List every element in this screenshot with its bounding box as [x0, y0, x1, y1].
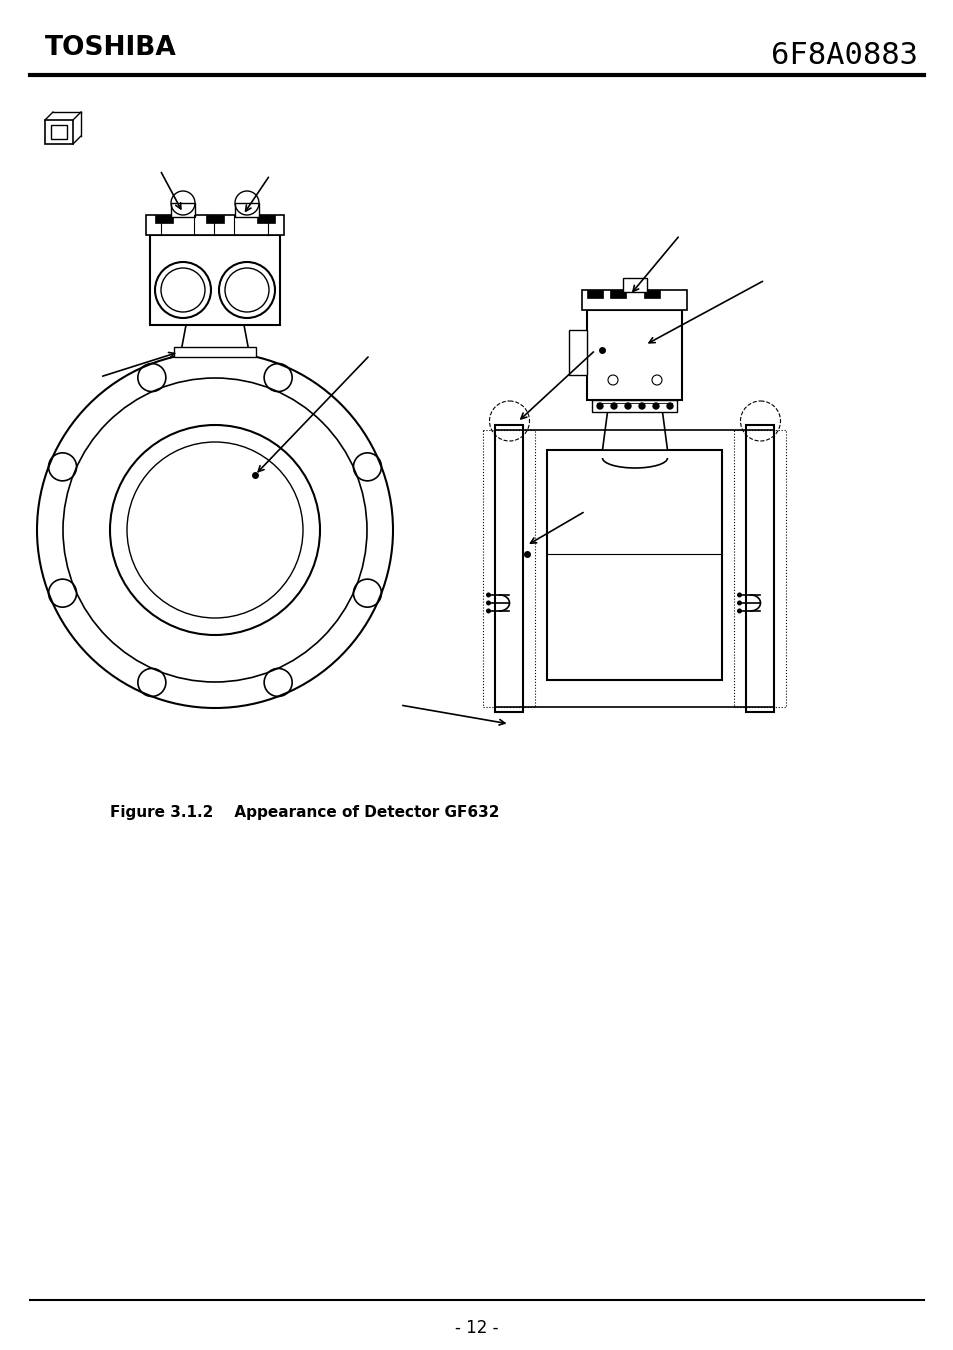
- Circle shape: [624, 404, 630, 409]
- Polygon shape: [602, 412, 667, 450]
- Circle shape: [652, 404, 659, 409]
- Bar: [150, 235, 280, 325]
- Bar: [622, 278, 646, 292]
- Text: 6F8A0883: 6F8A0883: [770, 40, 917, 69]
- Circle shape: [485, 593, 491, 598]
- Bar: [734, 431, 785, 707]
- Circle shape: [485, 609, 491, 613]
- Circle shape: [737, 601, 741, 605]
- Circle shape: [597, 404, 602, 409]
- Bar: [610, 290, 626, 298]
- Bar: [256, 215, 274, 223]
- Bar: [173, 347, 255, 356]
- Bar: [592, 400, 677, 412]
- Bar: [569, 329, 587, 375]
- Text: - 12 -: - 12 -: [455, 1319, 498, 1336]
- Bar: [547, 450, 721, 680]
- Bar: [51, 126, 67, 139]
- Circle shape: [737, 593, 741, 598]
- Circle shape: [737, 609, 741, 613]
- Text: Figure 3.1.2    Appearance of Detector GF632: Figure 3.1.2 Appearance of Detector GF63…: [111, 805, 499, 819]
- Circle shape: [485, 601, 491, 605]
- Circle shape: [666, 404, 672, 409]
- Bar: [483, 431, 535, 707]
- Circle shape: [610, 404, 617, 409]
- Bar: [587, 310, 681, 400]
- Bar: [154, 215, 172, 223]
- Bar: [745, 425, 774, 711]
- Bar: [495, 425, 523, 711]
- Bar: [234, 202, 258, 217]
- Text: TOSHIBA: TOSHIBA: [45, 35, 176, 61]
- Polygon shape: [180, 325, 250, 356]
- Bar: [171, 202, 194, 217]
- Bar: [45, 120, 73, 144]
- Bar: [146, 215, 284, 235]
- Bar: [587, 290, 603, 298]
- Bar: [582, 290, 687, 310]
- Bar: [644, 290, 659, 298]
- Bar: [206, 215, 224, 223]
- Circle shape: [639, 404, 644, 409]
